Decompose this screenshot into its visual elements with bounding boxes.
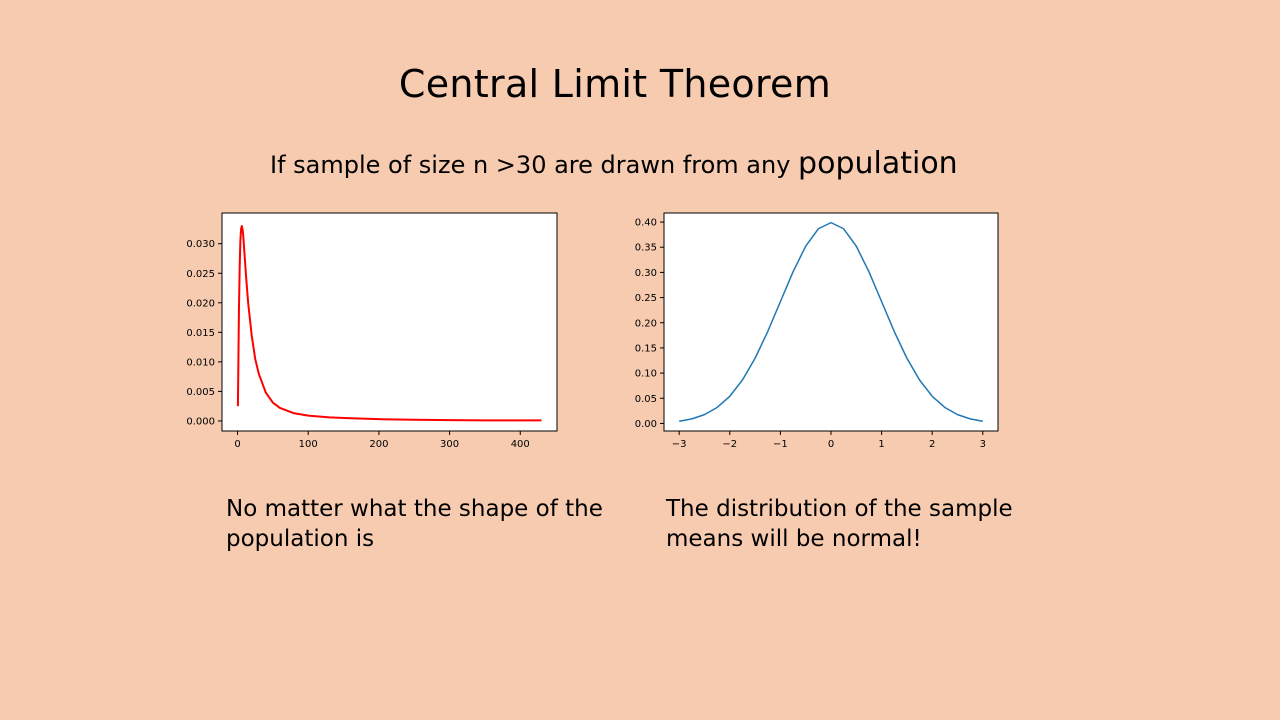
right-y-tick-label: 0.20 [635, 318, 657, 329]
left-y-tick-label: 0.030 [186, 239, 215, 250]
right-y-tick-label: 0.15 [635, 343, 657, 354]
left-y-tick-label: 0.015 [186, 328, 215, 339]
left-x-tick-label: 400 [511, 439, 530, 450]
right-x-tick-label: 0 [828, 439, 834, 450]
left-y-tick-label: 0.000 [186, 416, 215, 427]
population-distribution-chart: 0 100 200 300 400 0.000 0.005 0.010 0.015 0.020 0.… [180, 205, 560, 455]
slide-subtitle: If sample of size n >30 are drawn from a… [270, 146, 958, 181]
left-y-tick-label: 0.020 [186, 298, 215, 309]
right-plot-area [664, 213, 998, 431]
right-x-tick-label: 3 [980, 439, 986, 450]
left-plot-area [222, 213, 557, 431]
left-y-tick-label: 0.025 [186, 269, 215, 280]
right-x-tick-label: −1 [773, 439, 788, 450]
left-series-line-0 [236, 225, 542, 422]
right-x-tick-label: 1 [878, 439, 884, 450]
left-chart-svg: 0 100 200 300 400 0.000 0.005 0.010 0.015 0.020 0.… [186, 212, 558, 450]
right-x-tick-label: 2 [929, 439, 935, 450]
right-x-tick-label: −3 [672, 439, 687, 450]
left-x-tick-label: 100 [299, 439, 318, 450]
right-y-tick-label: 0.25 [635, 293, 657, 304]
left-y-tick-label: 0.010 [186, 357, 215, 368]
right-y-tick-label: 0.10 [635, 369, 657, 380]
right-x-tick-label: −2 [722, 439, 737, 450]
left-x-tick-label: 300 [440, 439, 459, 450]
subtitle-text: If sample of size n >30 are drawn from a… [270, 151, 799, 179]
left-x-tick-label: 200 [369, 439, 388, 450]
left-axes-frame [221, 212, 558, 432]
right-y-tick-label: 0.35 [635, 243, 657, 254]
subtitle-emphasis: population [798, 146, 958, 181]
right-series-line-0 [679, 221, 983, 422]
slide-title: Central Limit Theorem [398, 62, 832, 106]
right-y-tick-label: 0.40 [635, 218, 657, 229]
right-chart-svg: −3 −2 −1 0 1 2 3 0.00 0.05 0.10 0.15 0.20 0.25 0.30 0.… [635, 212, 999, 450]
sample-means-distribution-chart: −3 −2 −1 0 1 2 3 0.00 0.05 0.10 0.15 0.20 0.25 0.30 0.… [628, 205, 1000, 455]
left-x-tick-label: 0 [234, 439, 240, 450]
right-y-tick-label: 0.30 [635, 268, 657, 279]
right-y-tick-label: 0.00 [635, 419, 657, 430]
caption-population: No matter what the shape of the populati… [226, 496, 603, 552]
left-y-tick-label: 0.005 [186, 387, 215, 398]
right-y-tick-label: 0.05 [635, 394, 657, 405]
caption-sample-means: The distribution of the sample means wil… [666, 496, 1013, 552]
